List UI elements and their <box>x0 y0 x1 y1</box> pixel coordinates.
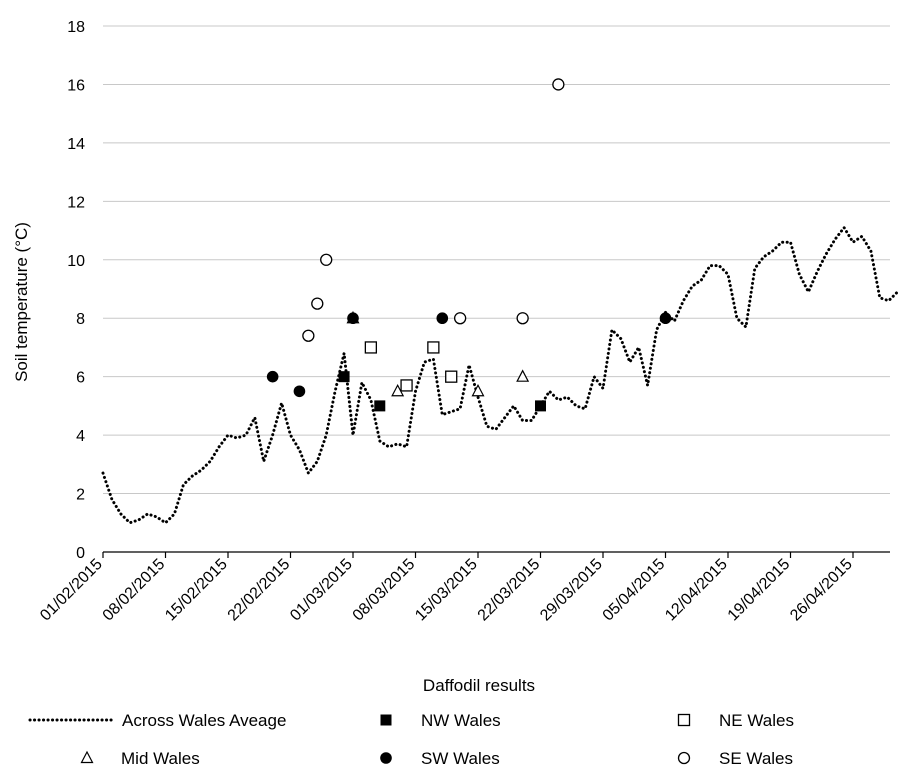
data-point <box>320 253 333 266</box>
y-tick-label: 12 <box>67 194 85 211</box>
data-point <box>266 370 279 383</box>
data-point <box>338 371 350 383</box>
legend-swatch <box>80 750 94 764</box>
series-1 <box>338 371 546 412</box>
plot-area <box>101 78 900 525</box>
y-tick-labels: 0 2 4 6 8 10 12 14 16 18 <box>67 19 85 562</box>
data-point <box>471 383 485 397</box>
data-point <box>436 312 449 325</box>
series-4 <box>266 312 672 398</box>
x-tick-label: 05/04/2015 <box>600 556 669 625</box>
data-point <box>391 383 405 397</box>
data-point <box>374 400 386 412</box>
x-tick-label: 08/03/2015 <box>350 556 419 625</box>
y-tick-label: 18 <box>67 19 85 36</box>
y-tick-label: 2 <box>76 487 85 504</box>
y-tick-label: 10 <box>67 253 85 270</box>
y-tick-label: 8 <box>76 311 85 328</box>
y-tick-label: 6 <box>76 370 85 387</box>
series-5 <box>302 78 565 342</box>
y-tick-label: 0 <box>76 545 85 562</box>
x-tick-label: 19/04/2015 <box>725 556 794 625</box>
x-tick-label: 08/02/2015 <box>100 556 169 625</box>
data-point <box>364 341 378 354</box>
data-point <box>516 369 530 382</box>
series-0 <box>101 226 900 525</box>
axes <box>102 551 890 558</box>
x-tick-label: 12/04/2015 <box>662 556 731 625</box>
data-point <box>535 400 546 412</box>
legend-label: NE Wales <box>719 711 794 730</box>
x-tick-label: 01/03/2015 <box>287 556 356 625</box>
x-tick-label: 15/03/2015 <box>412 556 481 625</box>
data-point <box>453 312 467 325</box>
y-tick-label: 14 <box>67 136 85 153</box>
average-line <box>101 226 900 525</box>
x-tick-label: 29/03/2015 <box>537 556 606 625</box>
legend-item: Across Wales Aveage <box>28 711 286 730</box>
legend-item: NW Wales <box>380 711 501 730</box>
x-tick-label: 22/02/2015 <box>225 556 294 625</box>
series-3 <box>346 310 530 397</box>
data-point <box>400 379 413 392</box>
x-tick-label: 15/02/2015 <box>162 556 231 625</box>
legend-swatch <box>677 751 691 765</box>
data-point <box>659 312 672 325</box>
x-tick-label: 22/03/2015 <box>475 556 544 625</box>
data-point <box>427 341 440 354</box>
legend-label: Across Wales Aveage <box>122 711 286 730</box>
legend-item: Mid Wales <box>80 749 200 768</box>
data-point <box>347 312 359 325</box>
legend-label: NW Wales <box>421 711 501 730</box>
legend-swatch <box>380 714 392 726</box>
legend-label: SE Wales <box>719 749 793 768</box>
series-2 <box>364 341 458 392</box>
legend-swatch <box>380 752 392 764</box>
data-point <box>516 312 529 325</box>
x-tick-label: 26/04/2015 <box>787 556 856 625</box>
legend-item: SE Wales <box>677 749 793 768</box>
data-point <box>445 370 458 383</box>
x-tick-label: 01/02/2015 <box>37 556 106 625</box>
x-axis-title: Daffodil results <box>423 676 535 695</box>
legend-item: NE Wales <box>677 711 794 730</box>
legend: Across Wales Aveage NW Wales NE Wales Mid W… <box>28 711 794 768</box>
x-tick-labels: 01/02/201508/02/201515/02/201522/02/2015… <box>37 556 856 625</box>
data-point <box>311 297 324 310</box>
data-point <box>293 385 306 398</box>
y-axis-title: Soil temperature (°C) <box>12 222 31 382</box>
y-tick-label: 16 <box>67 77 85 94</box>
gridlines <box>103 25 890 495</box>
y-tick-label: 4 <box>76 428 85 445</box>
data-point <box>552 78 565 91</box>
legend-swatch <box>677 713 691 727</box>
legend-item: SW Wales <box>380 749 500 768</box>
legend-label: SW Wales <box>421 749 500 768</box>
legend-label: Mid Wales <box>121 749 200 768</box>
data-point <box>302 329 315 342</box>
